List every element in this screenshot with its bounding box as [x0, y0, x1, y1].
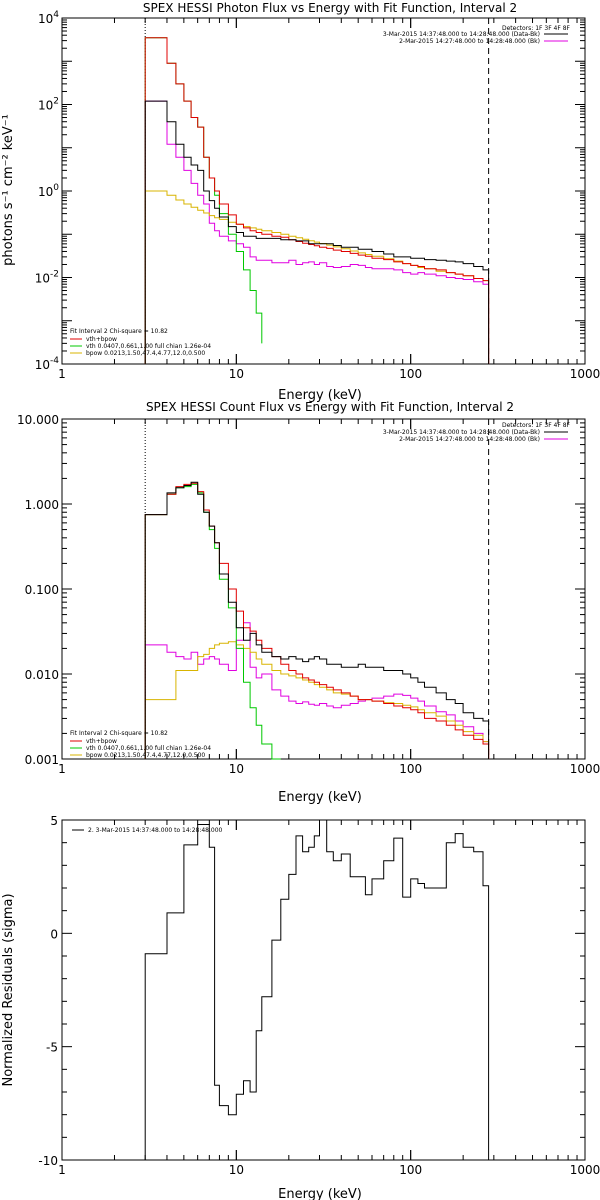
residuals-plot-area: 1 10 100 1000 -10 -5 0 5 [38, 814, 600, 1177]
resid-x-axis-label: Energy (keV) [278, 1187, 362, 1200]
count-series-data [144, 481, 490, 759]
resid-y-tick-label: 0 [50, 927, 58, 941]
resid-x-tick-label: 1 [58, 1163, 66, 1177]
photon-legend-detectors: Detectors: 1F 3F 4F 8F [502, 25, 571, 32]
photon-y-tick-label: 102 [38, 97, 59, 113]
count-x-tick-label: 100 [399, 762, 422, 776]
photon-legend-data: 3-Mar-2015 14:37:48.000 to 14:28:48.000 … [383, 31, 540, 38]
count-fit-total: vth+bpow [86, 738, 117, 745]
count-y-tick-label: 0.001 [25, 753, 59, 767]
photon-fit-total: vth+bpow [86, 336, 117, 343]
count-plot-area: 1 10 100 1000 0.001 0.010 0.100 1.000 10.000 [17, 413, 600, 776]
photon-flux-panel: SPEX HESSI Photon Flux vs Energy with Fi… [1, 1, 600, 403]
resid-x-tick-label: 100 [399, 1163, 422, 1177]
photon-plot-area: 1 10 100 1000 10-4 10-2 100 102 104 [35, 10, 600, 381]
photon-fit-bpow: bpow 0.0213,1.50,47.4,4.77,12.0,0.500 [86, 350, 205, 357]
photon-x-tick-label: 100 [399, 367, 422, 381]
count-flux-panel: SPEX HESSI Count Flux vs Energy with Fit… [17, 400, 600, 805]
count-fit-bpow: bpow 0.0213,1.50,47.4,4.77,12.0,0.500 [86, 752, 205, 759]
count-series-background [144, 622, 490, 759]
resid-legend: 2. 3-Mar-2015 14:37:48.000 to 14:28:48.0… [72, 827, 223, 834]
count-y-tick-label: 10.000 [17, 413, 59, 427]
resid-y-tick-label: -5 [46, 1041, 58, 1055]
photon-legend: Detectors: 1F 3F 4F 8F 3-Mar-2015 14:37:… [383, 25, 571, 45]
count-legend-data: 3-Mar-2015 14:37:48.000 to 14:28:48.000 … [383, 429, 540, 436]
resid-series-residual [144, 819, 490, 1160]
resid-x-tick-label: 1000 [570, 1163, 600, 1177]
photon-y-tick-label: 10-4 [35, 356, 60, 372]
photon-y-tick-label: 10-2 [35, 270, 59, 286]
count-fit-info: Fit Interval 2 Chi-square = 10.82 vth+bp… [70, 730, 211, 759]
count-fit-vth: vth 0.0407,0.661,1.00 full chian 1.26e-0… [86, 745, 211, 752]
count-x-tick-label: 10 [229, 762, 244, 776]
count-axes-frame [61, 418, 586, 760]
count-panel-title: SPEX HESSI Count Flux vs Energy with Fit… [146, 400, 514, 414]
count-y-tick-label: 0.010 [25, 668, 59, 682]
count-series-bpow [144, 641, 490, 759]
count-series-vth [144, 483, 281, 760]
photon-fit-info: Fit Interval 2 Chi-square = 10.82 vth+bp… [70, 328, 211, 357]
count-legend-bk: 2-Mar-2015 14:27:48.000 to 14:28:48.000 … [399, 436, 540, 443]
count-series-total [144, 482, 490, 759]
count-legend-detectors: Detectors: 1F 3F 4F 8F [502, 422, 571, 429]
count-y-tick-label: 0.100 [25, 583, 59, 597]
count-fit-header: Fit Interval 2 Chi-square = 10.82 [70, 730, 168, 737]
count-x-tick-label: 1 [58, 762, 66, 776]
photon-x-tick-label: 1 [58, 367, 66, 381]
photon-fit-vth: vth 0.0407,0.661,1.00 full chian 1.26e-0… [86, 343, 211, 350]
resid-y-axis-label: Normalized Residuals (sigma) [1, 893, 16, 1086]
photon-legend-bk: 2-Mar-2015 14:27:48.000 to 14:28:48.000 … [399, 38, 540, 45]
photon-series-bpow [144, 190, 490, 364]
photon-y-tick-label: 100 [38, 183, 59, 199]
count-y-tick-label: 1.000 [25, 498, 59, 512]
count-x-tick-label: 1000 [570, 762, 600, 776]
resid-y-tick-label: -10 [38, 1154, 58, 1168]
count-legend: Detectors: 1F 3F 4F 8F 3-Mar-2015 14:37:… [383, 422, 571, 443]
photon-axes-frame [61, 17, 586, 365]
count-x-axis-label: Energy (keV) [278, 790, 362, 805]
resid-x-tick-label: 10 [229, 1163, 244, 1177]
photon-fit-header: Fit Interval 2 Chi-square = 10.82 [70, 328, 168, 335]
resid-y-tick-label: 5 [50, 814, 58, 828]
photon-series-background [144, 100, 490, 364]
photon-x-tick-label: 1000 [570, 367, 600, 381]
photon-y-tick-label: 104 [38, 10, 59, 26]
residuals-panel: Energy (keV) Normalized Residuals (sigma… [1, 814, 600, 1200]
resid-axes-frame [61, 819, 586, 1161]
photon-series-total [144, 37, 490, 364]
photon-panel-title: SPEX HESSI Photon Flux vs Energy with Fi… [143, 1, 517, 15]
photon-x-axis-label: Energy (keV) [278, 388, 362, 403]
photon-series-data [144, 100, 490, 364]
photon-y-axis-label: photons s⁻¹ cm⁻² keV⁻¹ [1, 114, 16, 266]
photon-x-tick-label: 10 [229, 367, 244, 381]
resid-legend-text: 2. 3-Mar-2015 14:37:48.000 to 14:28:48.0… [88, 827, 223, 834]
